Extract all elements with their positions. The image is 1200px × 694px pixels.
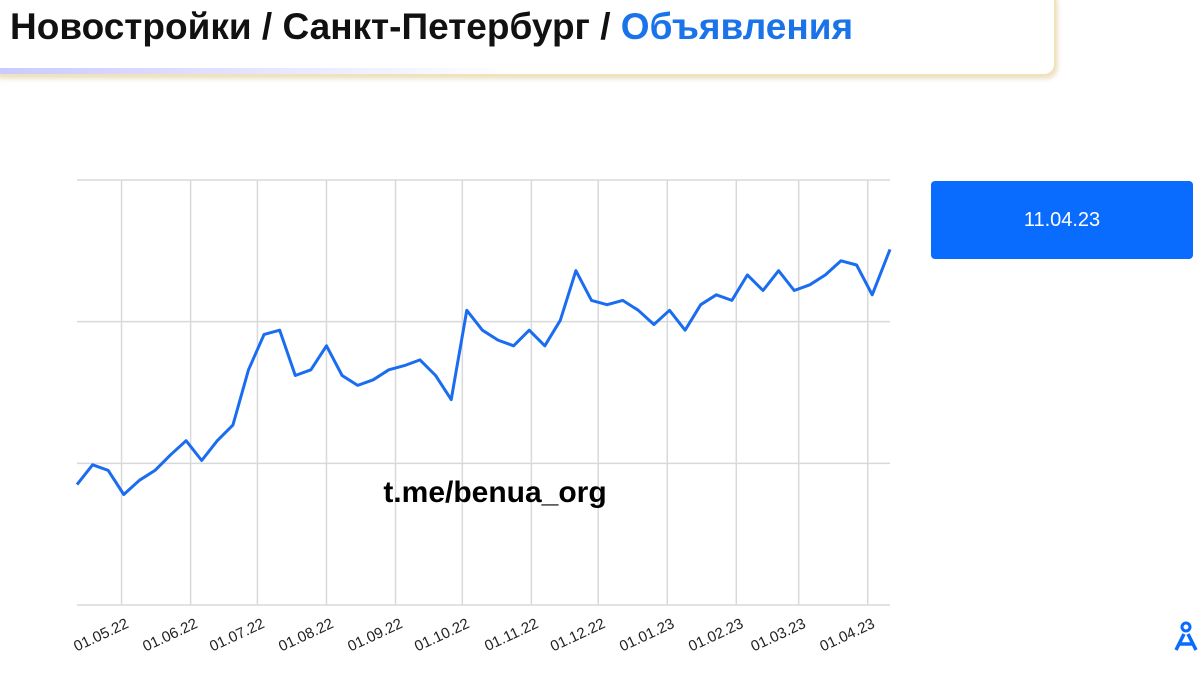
x-tick-label: 01.05.22 — [71, 615, 131, 655]
x-tick-label: 01.10.22 — [412, 615, 472, 655]
page-title: Новостройки / Санкт-Петербург / Объявлен… — [10, 6, 853, 48]
watermark: t.me/benua_org — [383, 476, 606, 509]
title-text: Новостройки / Санкт-Петербург / — [10, 6, 621, 47]
x-tick-label: 01.11.22 — [482, 615, 541, 655]
x-tick-label: 01.03.23 — [748, 615, 808, 655]
x-tick-label: 01.06.22 — [140, 615, 200, 655]
x-tick-label: 01.08.22 — [276, 615, 336, 655]
x-tick-label: 01.09.22 — [345, 615, 405, 655]
x-tick-label: 01.12.22 — [548, 615, 608, 655]
logo-icon — [1174, 621, 1198, 651]
x-tick-label: 01.02.23 — [686, 615, 746, 655]
x-tick-label: 01.07.22 — [207, 615, 267, 655]
data-line — [75, 248, 892, 496]
x-tick-label: 01.01.23 — [617, 615, 677, 655]
date-button[interactable]: 11.04.23 — [931, 181, 1193, 259]
header: Новостройки / Санкт-Петербург / Объявлен… — [0, 0, 1056, 76]
title-highlight[interactable]: Объявления — [620, 6, 854, 47]
x-tick-label: 01.04.23 — [817, 615, 877, 655]
